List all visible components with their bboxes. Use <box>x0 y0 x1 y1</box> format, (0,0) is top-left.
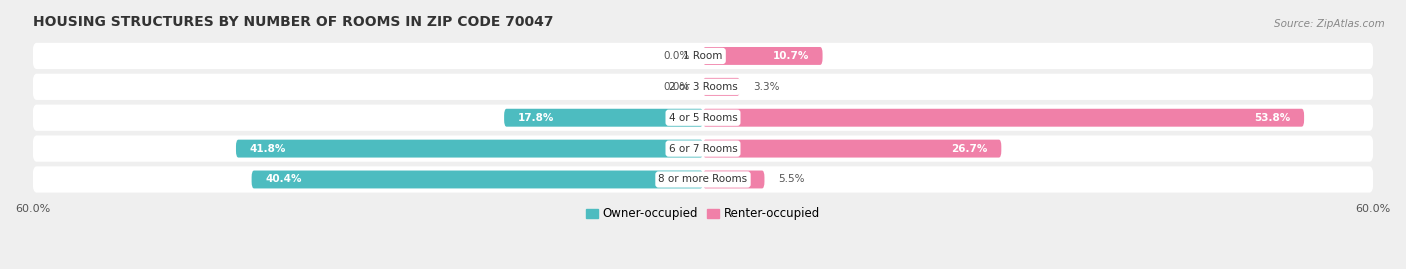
FancyBboxPatch shape <box>236 140 703 158</box>
FancyBboxPatch shape <box>32 166 1374 193</box>
FancyBboxPatch shape <box>32 105 1374 131</box>
Text: 53.8%: 53.8% <box>1254 113 1291 123</box>
Legend: Owner-occupied, Renter-occupied: Owner-occupied, Renter-occupied <box>581 203 825 225</box>
FancyBboxPatch shape <box>32 136 1374 162</box>
Text: 6 or 7 Rooms: 6 or 7 Rooms <box>669 144 737 154</box>
FancyBboxPatch shape <box>703 78 740 96</box>
FancyBboxPatch shape <box>703 109 1305 127</box>
Text: 4 or 5 Rooms: 4 or 5 Rooms <box>669 113 737 123</box>
FancyBboxPatch shape <box>252 171 703 189</box>
Text: 10.7%: 10.7% <box>773 51 808 61</box>
Text: 0.0%: 0.0% <box>664 82 689 92</box>
FancyBboxPatch shape <box>32 74 1374 100</box>
FancyBboxPatch shape <box>505 109 703 127</box>
FancyBboxPatch shape <box>703 47 823 65</box>
Text: Source: ZipAtlas.com: Source: ZipAtlas.com <box>1274 19 1385 29</box>
Text: 40.4%: 40.4% <box>264 175 301 185</box>
FancyBboxPatch shape <box>32 43 1374 69</box>
Text: 2 or 3 Rooms: 2 or 3 Rooms <box>669 82 737 92</box>
Text: 26.7%: 26.7% <box>952 144 988 154</box>
Text: 5.5%: 5.5% <box>778 175 804 185</box>
Text: 3.3%: 3.3% <box>754 82 780 92</box>
FancyBboxPatch shape <box>703 171 765 189</box>
Text: 41.8%: 41.8% <box>249 144 285 154</box>
FancyBboxPatch shape <box>703 140 1001 158</box>
Text: 17.8%: 17.8% <box>517 113 554 123</box>
Text: 1 Room: 1 Room <box>683 51 723 61</box>
Text: HOUSING STRUCTURES BY NUMBER OF ROOMS IN ZIP CODE 70047: HOUSING STRUCTURES BY NUMBER OF ROOMS IN… <box>32 15 553 29</box>
Text: 0.0%: 0.0% <box>664 51 689 61</box>
Text: 8 or more Rooms: 8 or more Rooms <box>658 175 748 185</box>
